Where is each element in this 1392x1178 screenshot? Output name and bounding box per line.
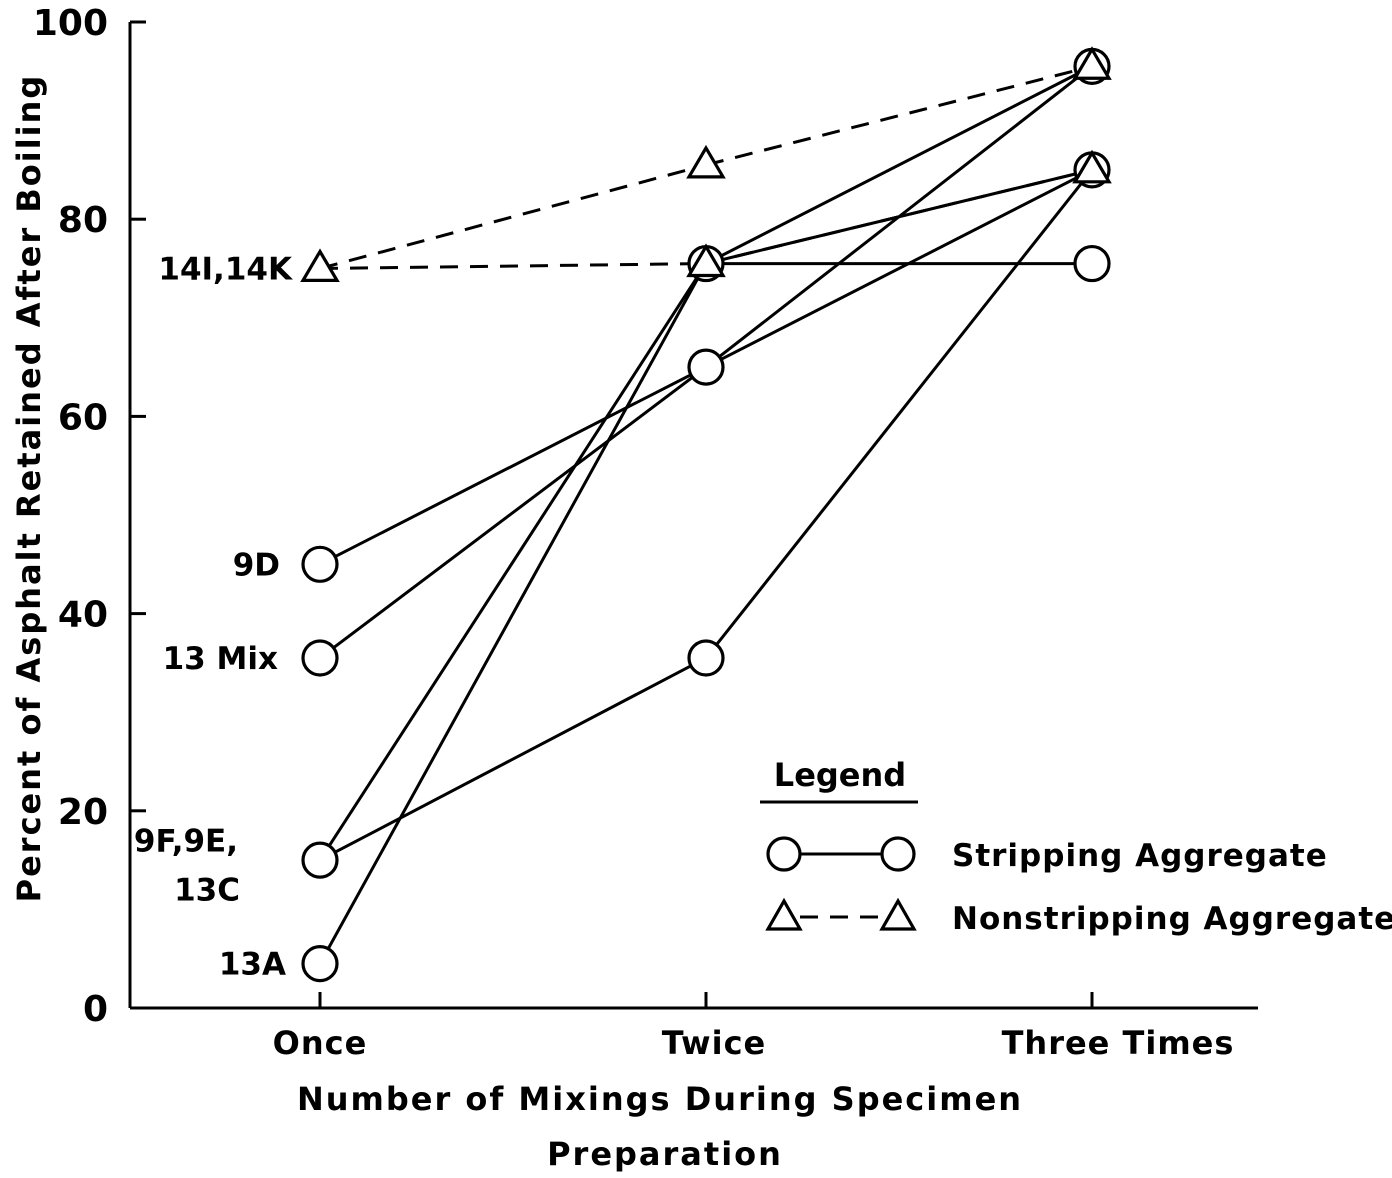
point-label: 14I,14K (158, 252, 293, 288)
x-tick-label: Twice (662, 1024, 767, 1062)
x-axis-title-line-1: Number of Mixings During Specimen (297, 1080, 1023, 1118)
stripping-point-marker (301, 945, 339, 983)
series-lines (318, 64, 1094, 965)
stripping-point-marker (687, 348, 725, 386)
x-tick-label: Three Times (1002, 1024, 1235, 1062)
point-label: 9D (233, 547, 280, 583)
stripping-series-0-segment (318, 262, 708, 965)
legend-stripping-label: Stripping Aggregate (952, 838, 1328, 874)
nonstripping-point-marker (686, 243, 726, 278)
nonstripping-series-6-segment (319, 163, 707, 270)
stripping-point-marker (301, 841, 339, 879)
point-labels: 14I,14K 9D 13 Mix 9F,9E, 13C 13A (134, 252, 293, 983)
stripping-series-3-segment (705, 65, 1093, 369)
stripping-series-4-segment (705, 168, 1093, 369)
legend-nonstripping-label: Nonstripping Aggregate (952, 901, 1392, 937)
stripping-series-0-segment (705, 65, 1093, 265)
nonstripping-point-marker (686, 144, 726, 179)
x-tick-label: Once (273, 1024, 368, 1062)
y-tick-label: 80 (58, 200, 108, 241)
point-label: 13A (219, 947, 286, 983)
nonstripping-point-marker (300, 248, 340, 282)
series-markers (300, 46, 1112, 983)
stripping-point-marker (301, 545, 339, 583)
stripping-point-marker (1073, 244, 1111, 283)
legend-nonstripping-marker-left (765, 897, 803, 931)
point-label: 13 Mix (163, 641, 278, 677)
nonstripping-series-6-segment (705, 64, 1093, 167)
legend: Legend Stripping Aggregate Nonstripping … (760, 756, 1392, 937)
x-ticks: Once Twice Three Times (273, 992, 1235, 1062)
axes (128, 22, 1258, 1010)
point-label: 13C (174, 873, 240, 909)
legend-title: Legend (774, 756, 906, 794)
nonstripping-point-marker (1072, 149, 1112, 184)
point-label: 9F,9E, (134, 823, 238, 859)
stripping-series-2-segment (704, 168, 1094, 659)
y-tick-label: 100 (33, 3, 108, 44)
nonstripping-series-7-segment (319, 262, 707, 270)
legend-stripping-marker-left (766, 836, 802, 872)
stripping-point-marker (687, 639, 725, 677)
nonstripping-series-7-segment (705, 168, 1093, 266)
y-tick-label: 20 (58, 792, 108, 833)
legend-stripping-marker-right (880, 836, 916, 872)
stripping-series-1-segment (318, 262, 708, 861)
nonstripping-point-marker (1072, 46, 1112, 80)
legend-nonstripping-marker-right (879, 897, 917, 931)
y-tick-label: 60 (58, 397, 108, 438)
y-axis-title: Percent of Asphalt Retained After Boilin… (10, 74, 48, 903)
stripping-series-2-segment (319, 656, 707, 862)
y-ticks: 0 20 40 60 80 100 (33, 3, 146, 1030)
stripping-point-marker (301, 639, 339, 677)
y-tick-label: 40 (58, 595, 108, 636)
stripping-series-4-segment (319, 365, 707, 566)
y-tick-label: 0 (83, 989, 108, 1030)
x-axis-title-line-2: Preparation (547, 1135, 783, 1173)
stripping-series-3-segment (319, 365, 707, 660)
